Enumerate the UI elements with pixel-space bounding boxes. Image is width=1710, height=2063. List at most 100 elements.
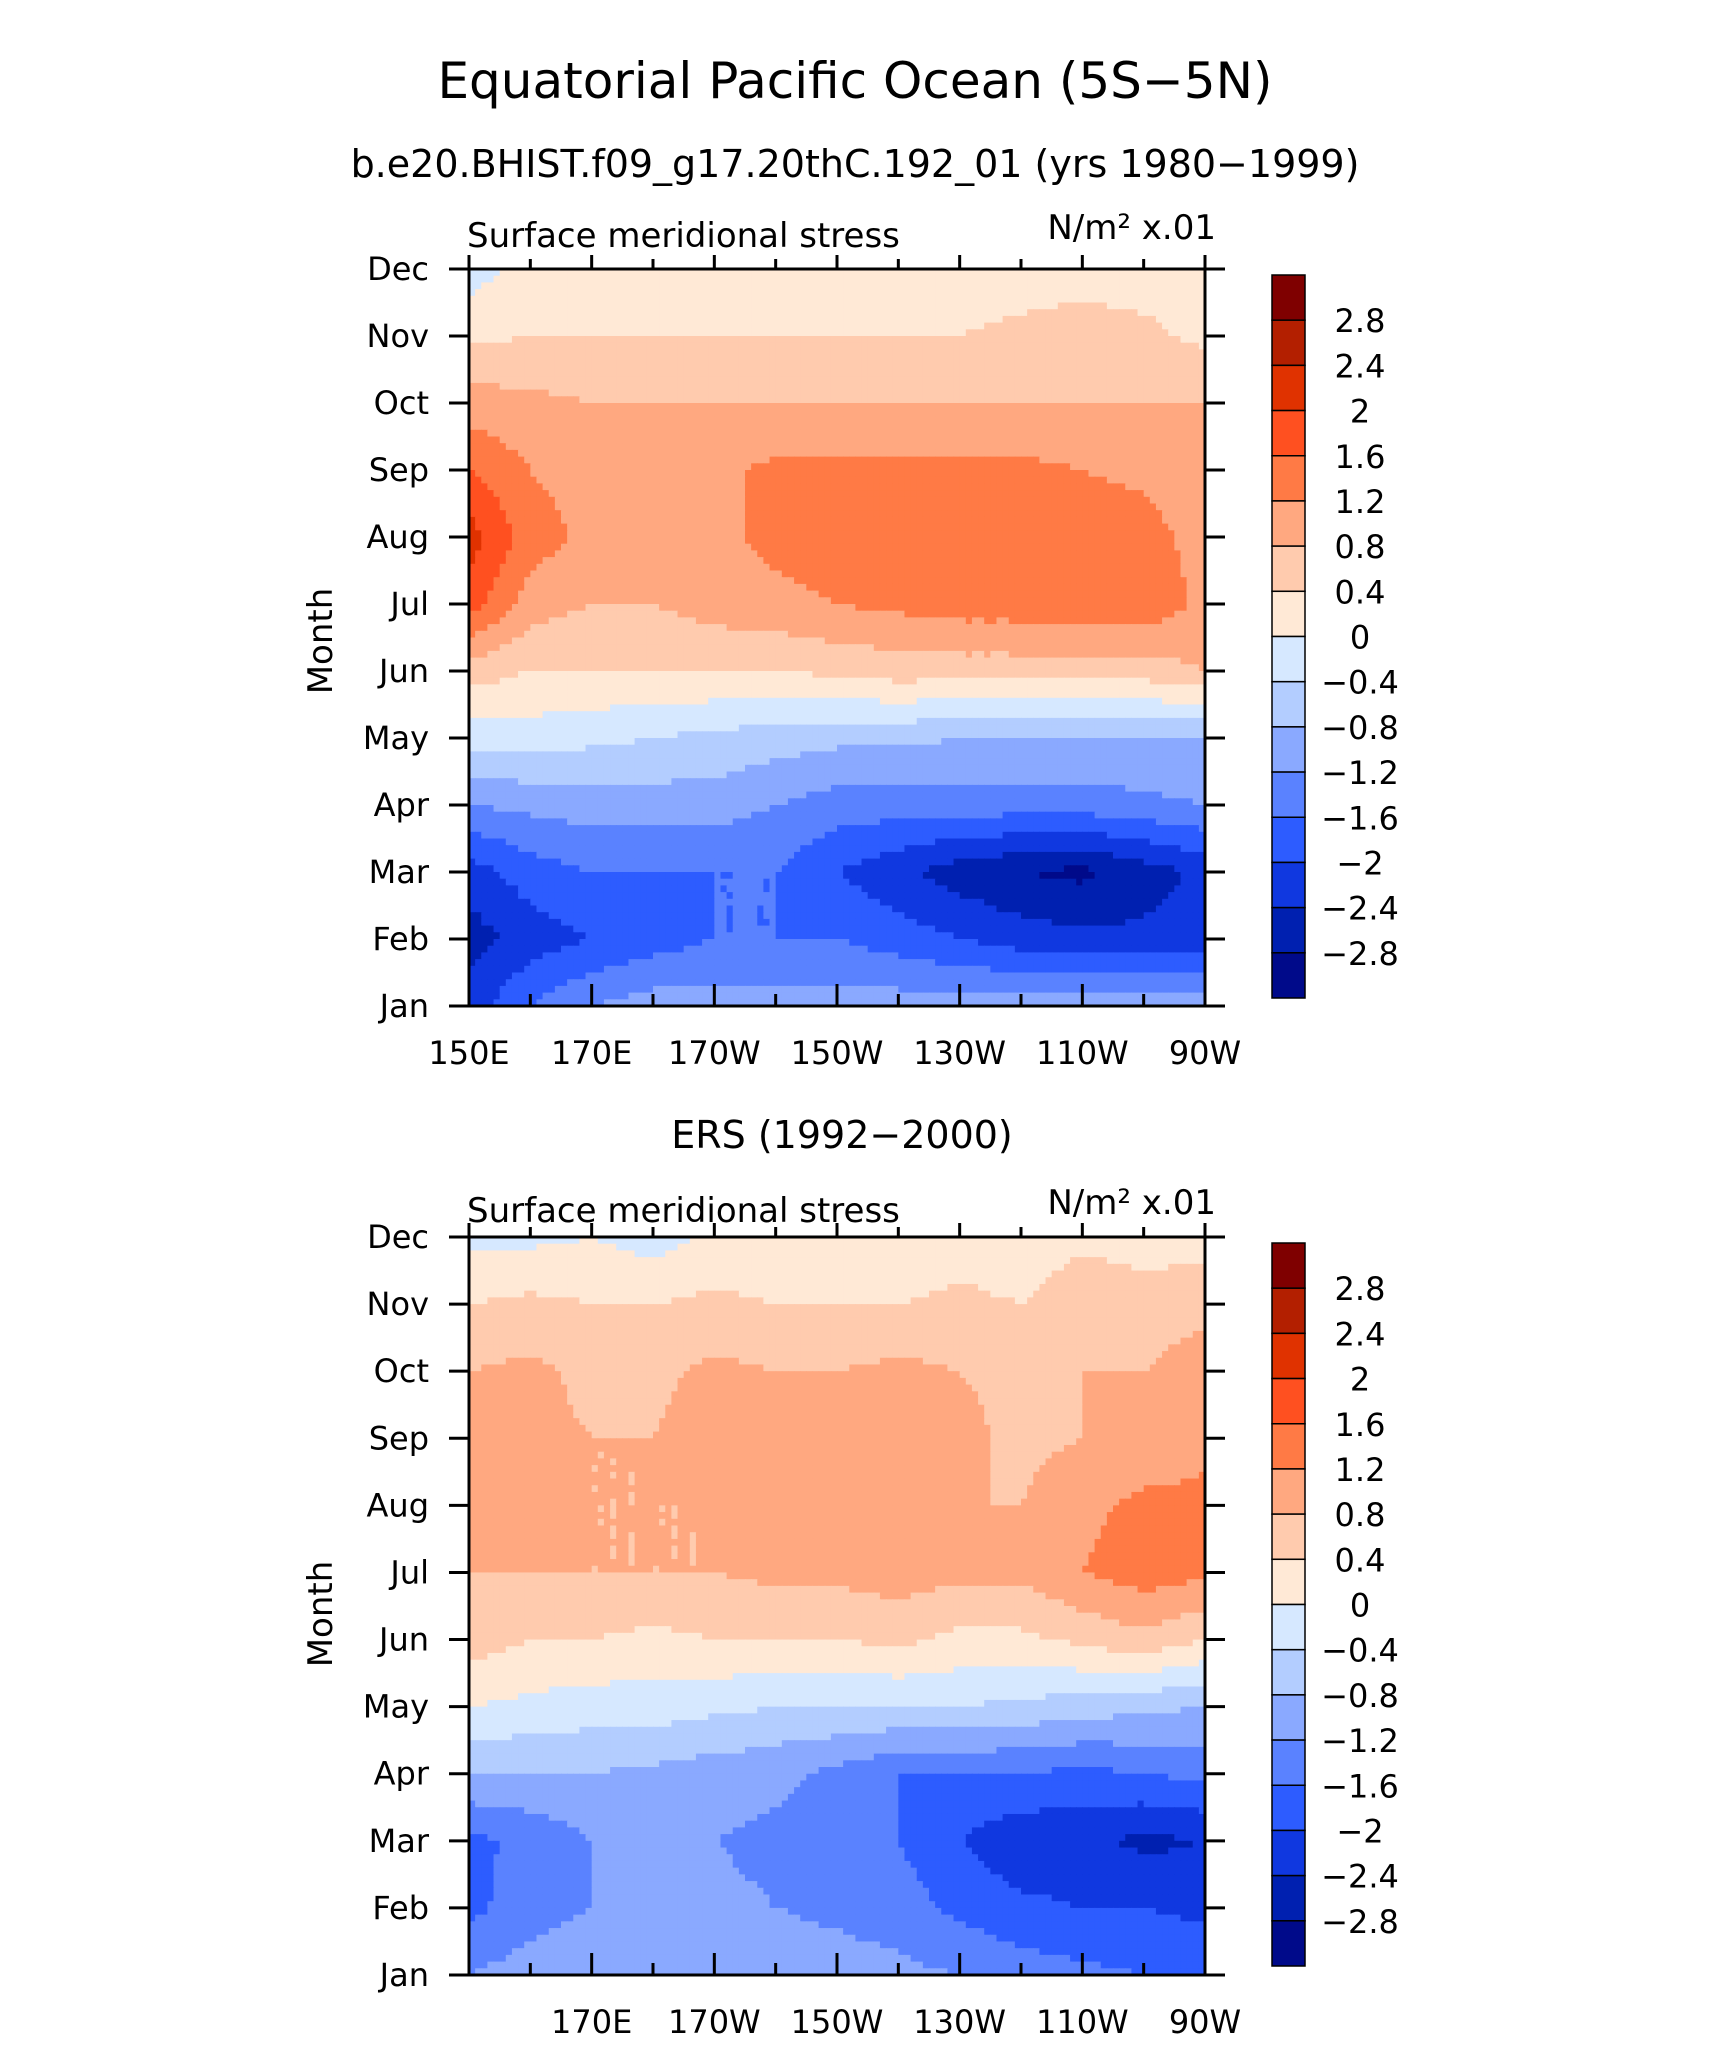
contour-cell: [548, 523, 556, 531]
contour-cell: [892, 523, 899, 531]
contour-cell: [714, 429, 722, 438]
contour-cell: [922, 483, 930, 491]
contour-cell: [996, 382, 1004, 391]
contour-cell: [665, 289, 672, 297]
contour-cell: [996, 463, 1004, 471]
contour-cell: [922, 342, 930, 350]
contour-cell: [1082, 510, 1090, 518]
contour-cell: [469, 369, 476, 377]
contour-cell: [524, 382, 531, 391]
contour-cell: [689, 289, 697, 297]
contour-cell: [554, 362, 562, 371]
contour-cell: [634, 315, 642, 324]
contour-cell: [708, 289, 715, 297]
contour-cell: [603, 409, 611, 417]
contour-cell: [910, 476, 918, 484]
contour-cell: [659, 436, 666, 444]
contour-cell: [610, 309, 617, 317]
contour-cell: [1039, 356, 1047, 364]
contour-cell: [996, 336, 1004, 344]
contour-cell: [554, 416, 562, 424]
contour-cell: [591, 403, 599, 411]
contour-cell: [959, 342, 967, 350]
contour-cell: [481, 356, 488, 364]
contour-cell: [1088, 322, 1096, 330]
contour-cell: [1063, 449, 1071, 458]
contour-cell: [1149, 463, 1157, 471]
contour-cell: [837, 496, 844, 505]
contour-cell: [879, 289, 887, 297]
contour-cell: [953, 369, 961, 377]
contour-cell: [867, 362, 875, 371]
contour-cell: [812, 476, 820, 484]
contour-cell: [683, 543, 691, 551]
contour-cell: [499, 329, 507, 337]
contour-cell: [603, 403, 611, 411]
contour-cell: [597, 389, 605, 397]
contour-cell: [585, 436, 593, 444]
contour-cell: [469, 510, 476, 518]
contour-cell: [481, 389, 488, 397]
contour-cell: [720, 275, 728, 283]
contour-cell: [1057, 342, 1065, 350]
contour-cell: [818, 396, 826, 404]
contour-cell: [935, 315, 942, 324]
contour-cell: [683, 523, 691, 531]
contour-cell: [892, 510, 899, 518]
contour-cell: [855, 269, 863, 277]
contour-cell: [591, 376, 599, 384]
contour-cell: [1014, 349, 1022, 357]
contour-cell: [861, 490, 869, 498]
contour-cell: [849, 436, 856, 444]
contour-cell: [1180, 349, 1188, 357]
contour-cell: [628, 295, 636, 304]
contour-cell: [554, 543, 562, 551]
contour-cell: [1088, 289, 1096, 297]
contour-cell: [659, 416, 666, 424]
contour-cell: [898, 389, 906, 397]
contour-cell: [616, 282, 623, 290]
contour-cell: [1155, 302, 1163, 310]
contour-cell: [671, 269, 679, 277]
contour-cell: [984, 289, 991, 297]
contour-cell: [554, 269, 562, 277]
contour-cell: [628, 362, 636, 371]
contour-cell: [1143, 269, 1151, 277]
contour-cell: [1162, 409, 1169, 417]
contour-cell: [1033, 423, 1040, 431]
contour-cell: [1070, 309, 1077, 317]
contour-cell: [1002, 436, 1010, 444]
contour-cell: [904, 456, 912, 464]
contour-cell: [830, 356, 838, 364]
contour-cell: [1106, 289, 1114, 297]
contour-cell: [665, 463, 672, 471]
contour-cell: [726, 382, 734, 391]
contour-cell: [726, 315, 734, 324]
contour-cell: [511, 496, 519, 505]
contour-cell: [689, 295, 697, 304]
contour-cell: [524, 275, 531, 283]
contour-cell: [708, 470, 715, 478]
contour-cell: [481, 449, 488, 458]
contour-cell: [837, 443, 844, 451]
contour-cell: [1192, 349, 1200, 357]
contour-cell: [610, 342, 617, 350]
contour-cell: [873, 315, 881, 324]
contour-cell: [1051, 362, 1059, 371]
contour-cell: [591, 409, 599, 417]
contour-cell: [922, 315, 930, 324]
contour-cell: [610, 449, 617, 458]
contour-cell: [1039, 530, 1047, 538]
contour-cell: [818, 470, 826, 478]
contour-cell: [843, 269, 850, 277]
contour-cell: [469, 543, 476, 551]
contour-cell: [879, 537, 887, 545]
contour-cell: [935, 483, 942, 491]
contour-cell: [830, 282, 838, 290]
contour-cell: [978, 282, 985, 290]
contour-cell: [745, 403, 752, 411]
contour-cell: [1088, 356, 1096, 364]
contour-cell: [959, 429, 967, 438]
contour-cell: [1076, 389, 1083, 397]
